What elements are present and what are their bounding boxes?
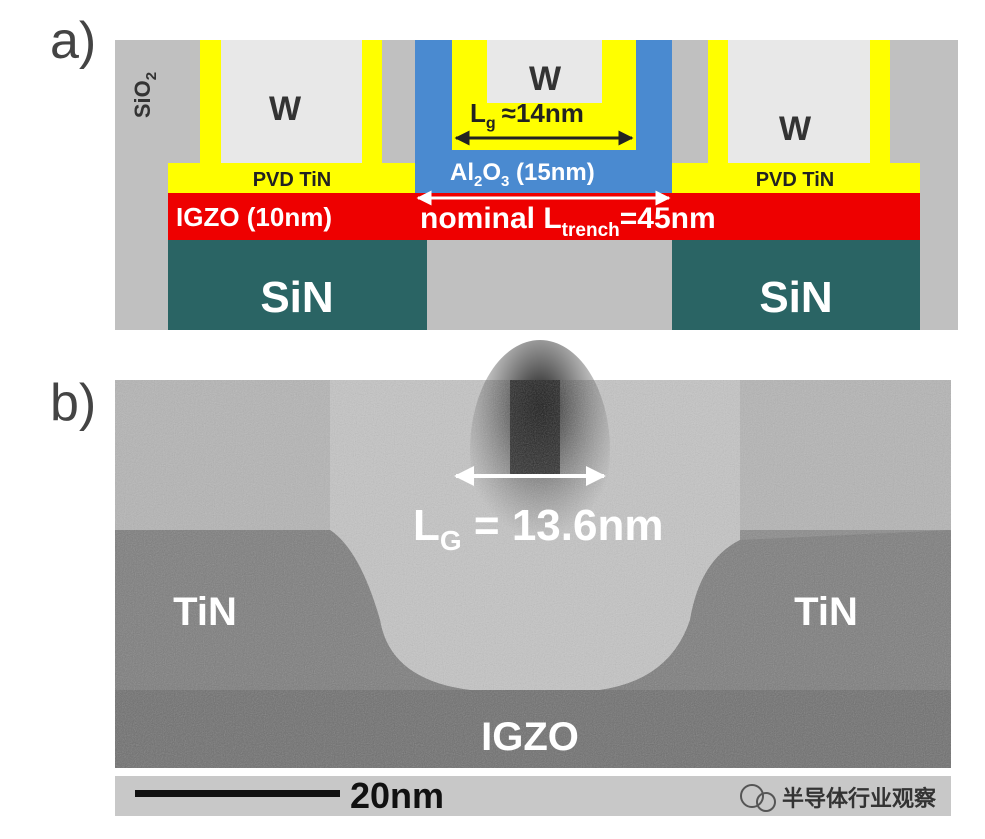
pvd-label: PVD TiN	[253, 169, 332, 191]
lg-measure: LG = 13.6nm	[413, 501, 663, 556]
watermark-icon	[740, 784, 776, 812]
lg-label: Lg ≈14nm	[470, 98, 584, 132]
igzo-label: IGZO	[481, 715, 579, 759]
igzo-label: IGZO (10nm)	[176, 202, 332, 232]
schematic	[115, 40, 958, 330]
panel-label: b)	[50, 374, 96, 432]
w-label: W	[269, 90, 302, 128]
panel-label: a)	[50, 12, 96, 70]
watermark: 半导体行业观察	[782, 786, 937, 811]
tin-label: TiN	[173, 590, 237, 634]
tin-label: TiN	[794, 590, 858, 634]
sin-label: SiN	[759, 273, 832, 322]
pvd-label: PVD TiN	[756, 169, 835, 191]
w-label: W	[529, 60, 562, 98]
scale-label: 20nm	[350, 775, 444, 816]
sio2-label: SiO2	[130, 72, 160, 118]
tem-image	[115, 340, 951, 816]
sin-label: SiN	[260, 273, 333, 322]
ltrench-label: nominal Ltrench=45nm	[420, 202, 716, 241]
w-label: W	[779, 110, 812, 148]
al2o3-label: Al2O3 (15nm)	[450, 159, 595, 190]
